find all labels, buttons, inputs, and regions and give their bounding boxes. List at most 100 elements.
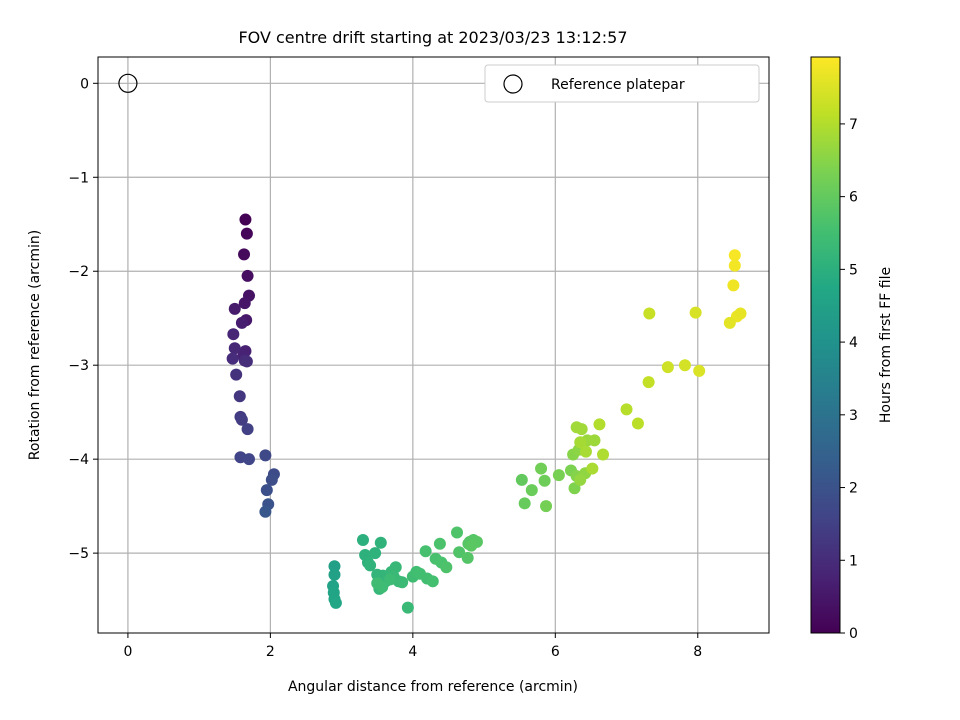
- scatter-point: [227, 328, 240, 341]
- scatter-point: [371, 577, 384, 590]
- scatter-point: [239, 213, 252, 226]
- plot-area: 0 2 4 6 8 0 −1 −2 −3 −4 −5: [68, 56, 770, 660]
- scatter-point: [396, 576, 409, 589]
- x-axis-ticks: 0 2 4 6 8: [123, 633, 702, 660]
- scatter-point: [678, 359, 691, 372]
- x-tick-label: 8: [693, 644, 702, 660]
- scatter-point: [226, 352, 239, 365]
- colorbar-tick-label: 5: [849, 262, 858, 278]
- legend-box: [484, 64, 760, 103]
- scatter-point: [235, 413, 248, 426]
- y-tick-label: −4: [68, 452, 89, 468]
- scatter-point: [233, 390, 246, 403]
- colorbar-label: Hours from first FF file: [878, 267, 894, 423]
- scatter-points: [226, 213, 747, 614]
- scatter-point: [440, 561, 453, 574]
- y-tick-label: 0: [80, 76, 89, 92]
- scatter-point: [597, 448, 610, 461]
- reference-platepar-marker: [118, 73, 138, 93]
- scatter-point: [260, 484, 273, 497]
- scatter-point: [240, 227, 253, 240]
- scatter-point: [369, 547, 382, 560]
- scatter-point: [631, 417, 644, 430]
- scatter-point: [230, 368, 243, 381]
- scatter-point: [723, 316, 736, 329]
- colorbar: 0 1 2 3 4 5 6 7 Hours from first FF file: [810, 56, 894, 642]
- scatter-point: [518, 497, 531, 510]
- y-tick-label: −3: [68, 358, 89, 374]
- scatter-point: [259, 505, 272, 518]
- scatter-point: [586, 462, 599, 475]
- scatter-point: [241, 269, 254, 282]
- scatter-point: [238, 248, 251, 261]
- scatter-point: [728, 259, 741, 272]
- scatter-point: [433, 537, 446, 550]
- y-axis-ticks: 0 −1 −2 −3 −4 −5: [68, 76, 98, 562]
- y-axis-label: Rotation from reference (arcmin): [27, 230, 43, 460]
- scatter-point: [238, 297, 251, 310]
- scatter-point: [235, 316, 248, 329]
- colorbar-tick-label: 7: [849, 117, 858, 133]
- colorbar-tick-label: 4: [849, 335, 858, 351]
- x-tick-label: 4: [408, 644, 417, 660]
- scatter-point: [328, 568, 341, 581]
- scatter-point: [620, 403, 633, 416]
- scatter-point: [574, 473, 587, 486]
- scatter-point: [525, 484, 538, 497]
- scatter-point: [401, 601, 414, 614]
- scatter-point: [328, 560, 341, 573]
- x-axis-label: Angular distance from reference (arcmin): [288, 679, 578, 695]
- colorbar-tick-label: 0: [849, 626, 858, 642]
- colorbar-tick-label: 2: [849, 481, 858, 497]
- scatter-point: [451, 526, 464, 539]
- scatter-point: [727, 279, 740, 292]
- plot-frame: [97, 56, 770, 634]
- x-tick-label: 0: [123, 644, 132, 660]
- scatter-point: [643, 307, 656, 320]
- scatter-point: [538, 474, 551, 487]
- scatter-point: [574, 436, 587, 449]
- scatter-point: [588, 434, 601, 447]
- scatter-point: [535, 462, 548, 475]
- legend-label: Reference platepar: [551, 77, 685, 93]
- colorbar-ticks: 0 1 2 3 4 5 6 7: [840, 117, 858, 642]
- scatter-point: [228, 342, 241, 355]
- scatter-point: [728, 249, 741, 262]
- scatter-point: [693, 364, 706, 377]
- colorbar-bar: [810, 56, 841, 634]
- chart-title: FOV centre drift starting at 2023/03/23 …: [238, 28, 627, 47]
- scatter-point: [426, 575, 439, 588]
- y-tick-label: −5: [68, 546, 89, 562]
- scatter-point: [642, 376, 655, 389]
- scatter-point: [734, 307, 747, 320]
- scatter-point: [364, 559, 377, 572]
- y-tick-label: −2: [68, 264, 89, 280]
- scatter-point: [540, 500, 553, 513]
- scatter-point: [689, 306, 702, 319]
- scatter-point: [228, 302, 241, 315]
- scatter-point: [568, 482, 581, 495]
- scatter-point: [374, 536, 387, 549]
- scatter-point: [241, 423, 254, 436]
- x-tick-label: 2: [266, 644, 275, 660]
- scatter-point: [579, 445, 592, 458]
- colorbar-tick-label: 1: [849, 553, 858, 569]
- legend-marker-icon: [503, 74, 523, 94]
- scatter-point: [329, 596, 342, 609]
- scatter-point: [419, 545, 432, 558]
- plot-background: [98, 57, 769, 633]
- grid-lines: [98, 57, 769, 633]
- scatter-point: [259, 449, 272, 462]
- scatter-point: [389, 561, 402, 574]
- scatter-point: [461, 551, 474, 564]
- scatter-point: [661, 361, 674, 374]
- scatter-point: [515, 473, 528, 486]
- scatter-point: [570, 421, 583, 434]
- colorbar-tick-label: 6: [849, 190, 858, 206]
- scatter-point: [453, 546, 466, 559]
- scatter-point: [384, 573, 397, 586]
- y-tick-label: −1: [68, 170, 89, 186]
- scatter-point: [465, 539, 478, 552]
- scatter-point: [356, 533, 369, 546]
